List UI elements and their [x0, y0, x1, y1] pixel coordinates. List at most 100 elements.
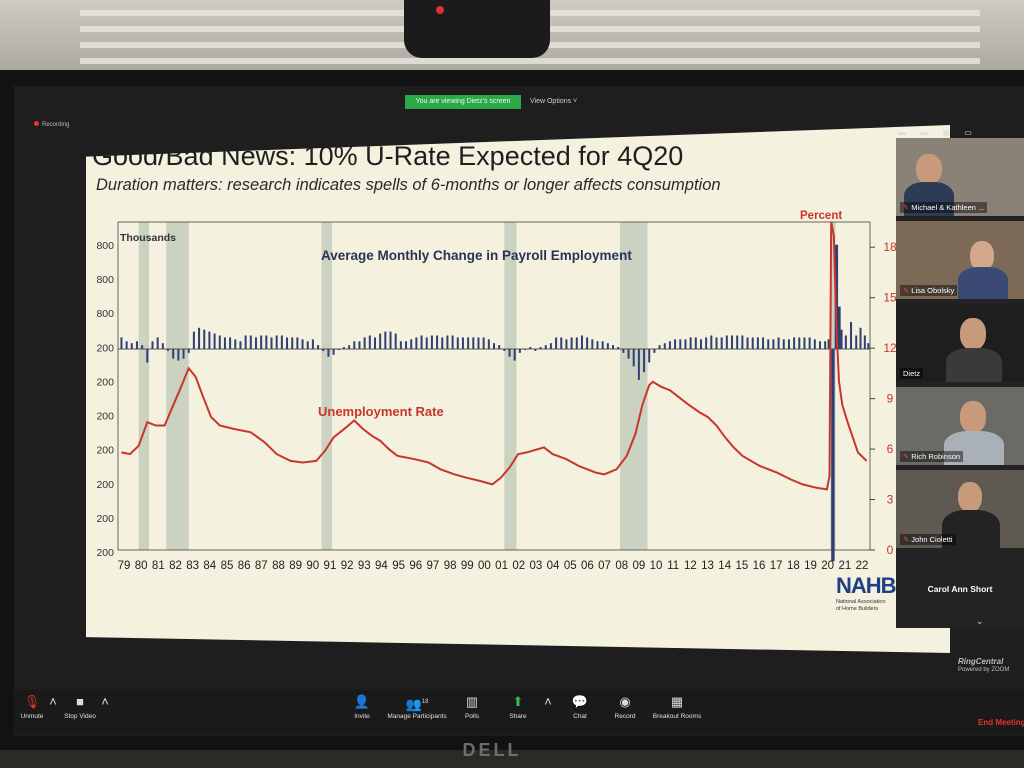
recession-band — [166, 222, 189, 550]
recession-band — [138, 222, 150, 550]
payroll-bar — [410, 339, 413, 349]
grid-icon: ▦ — [670, 694, 684, 709]
payroll-bar — [782, 339, 785, 349]
payroll-bar — [580, 335, 583, 349]
payroll-bar — [161, 343, 164, 349]
payroll-bar — [301, 339, 304, 349]
share-options-button[interactable]: ˄ — [543, 694, 553, 713]
payroll-bar — [762, 337, 765, 349]
payroll-bar — [705, 337, 708, 349]
breakout-rooms-button[interactable]: ▦ Breakout Rooms — [648, 694, 706, 720]
payroll-bar — [353, 341, 356, 349]
payroll-bar — [632, 349, 635, 367]
payroll-bar — [720, 337, 723, 349]
payroll-bar — [291, 337, 294, 349]
unmute-button[interactable]: 🎙 Unmute — [18, 694, 46, 720]
payroll-bar — [637, 349, 640, 380]
payroll-bar — [575, 337, 578, 349]
x-tick-label: 13 — [701, 560, 714, 572]
payroll-bar — [596, 341, 599, 349]
left-tick-label: 800 — [96, 274, 114, 286]
payroll-bar — [146, 349, 149, 363]
payroll-bar — [239, 341, 242, 349]
payroll-bar — [606, 343, 609, 349]
view-options-button[interactable]: View Options ˅ — [530, 98, 578, 105]
chat-bubble-icon: 💬 — [571, 694, 589, 709]
payroll-bar — [203, 329, 206, 349]
payroll-bar — [379, 333, 382, 349]
payroll-bar — [746, 337, 749, 349]
participant-tile[interactable]: ✎ John Cioletti — [896, 470, 1024, 548]
payroll-bar — [813, 339, 816, 349]
payroll-bar — [731, 335, 734, 349]
payroll-bar — [384, 331, 387, 349]
payroll-bar — [451, 335, 454, 349]
share-button[interactable]: ⬆ Share — [505, 694, 531, 720]
payroll-bar — [601, 341, 604, 349]
invite-button[interactable]: 👤 Invite — [350, 694, 374, 720]
payroll-bar — [415, 337, 418, 349]
polls-button[interactable]: ▥ Polls — [460, 694, 484, 720]
series-label-urate: Unemployment Rate — [318, 404, 444, 419]
payroll-bar — [270, 337, 273, 349]
payroll-bar — [254, 337, 257, 349]
audio-options-button[interactable]: ˄ — [48, 694, 58, 713]
payroll-bar — [260, 335, 263, 349]
record-icon: ◉ — [619, 694, 631, 709]
payroll-bar — [394, 333, 397, 349]
participant-name-only[interactable]: Carol Ann Short — [927, 584, 993, 594]
x-tick-label: 21 — [838, 560, 851, 572]
unmute-label: Unmute — [20, 713, 44, 720]
x-tick-label: 17 — [770, 560, 783, 572]
payroll-bar — [172, 349, 175, 359]
left-axis: 800 800 800 200 200 200 200 200 200 200 — [96, 240, 114, 559]
x-tick-label: 80 — [135, 560, 148, 572]
x-tick-label: 97 — [427, 560, 440, 572]
right-tick-label: 9 — [887, 392, 894, 406]
add-person-icon: 👤 — [353, 694, 371, 709]
payroll-bar — [643, 349, 646, 373]
left-tick-label: 800 — [96, 240, 114, 252]
participant-tile[interactable]: ✎ Michael & Kathleen ... — [896, 138, 1024, 216]
payroll-bar — [503, 349, 506, 351]
chat-button[interactable]: 💬 Chat — [568, 694, 592, 720]
record-button[interactable]: ◉ Record — [610, 694, 640, 720]
payroll-bar — [317, 345, 320, 349]
participants-icon: 👥18 — [405, 696, 429, 712]
right-axis-unit: Percent — [800, 210, 842, 222]
x-tick-label: 79 — [118, 560, 131, 572]
participant-tile[interactable]: ✎ Lisa Obolsky — [896, 221, 1024, 299]
recession-band — [619, 222, 648, 550]
payroll-bar — [612, 345, 615, 349]
right-tick-label: 18 — [883, 240, 897, 254]
payroll-bar — [591, 339, 594, 349]
x-tick-label: 03 — [530, 560, 543, 572]
end-meeting-button[interactable]: End Meeting — [978, 718, 1024, 727]
payroll-bar — [265, 335, 268, 349]
x-tick-label: 95 — [392, 560, 405, 572]
payroll-bar — [192, 331, 195, 349]
participant-face — [916, 154, 942, 184]
x-tick-label: 04 — [547, 560, 560, 572]
video-options-button[interactable]: ˄ — [100, 694, 110, 713]
payroll-bar — [867, 343, 870, 349]
payroll-bar — [441, 337, 444, 349]
x-tick-label: 10 — [650, 560, 663, 572]
gallery-view-controls[interactable]: ▬ ▬ ▦ ▭ — [898, 128, 978, 137]
x-tick-label: 11 — [667, 560, 679, 572]
share-screen-icon: ⬆ — [512, 694, 524, 709]
payroll-bar — [850, 321, 853, 349]
chevron-up-icon: ˄ — [544, 694, 552, 709]
participant-tile[interactable]: ✎ Rich Robinson — [896, 387, 1024, 465]
chevron-down-icon[interactable]: ⌄ — [976, 616, 984, 626]
payroll-bar — [275, 335, 278, 349]
payroll-bar — [337, 349, 340, 350]
x-tick-label: 22 — [856, 560, 869, 572]
manage-participants-button[interactable]: 👥18 Manage Participants — [384, 694, 450, 720]
participant-tile[interactable]: Dietz — [896, 304, 1024, 382]
payroll-bar — [182, 349, 185, 359]
payroll-bar — [342, 347, 345, 349]
nahb-caption-line-1: National Association — [836, 599, 886, 605]
stop-video-button[interactable]: ■ Stop Video — [62, 694, 98, 720]
payroll-bar — [837, 306, 841, 349]
